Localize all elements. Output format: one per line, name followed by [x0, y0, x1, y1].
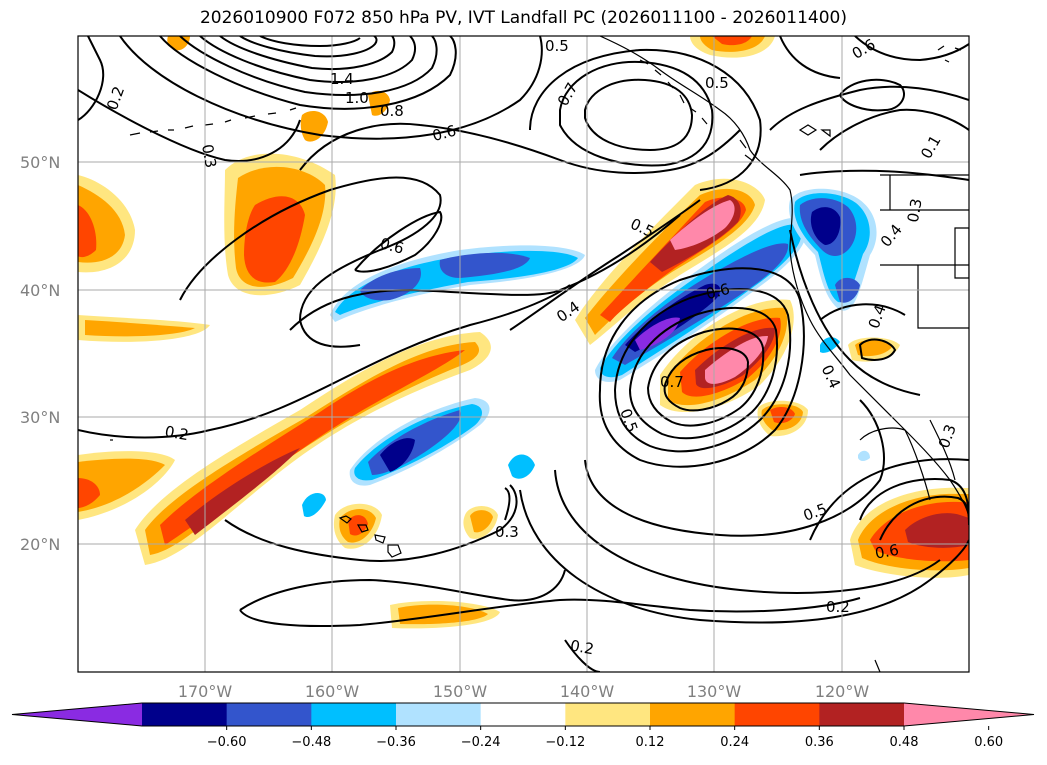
lon-label: 140°W: [560, 682, 615, 701]
colorbar-tick-label: 0.12: [636, 735, 665, 750]
contour-label: 0.3: [495, 523, 519, 541]
colorbar-segment: [142, 703, 228, 726]
colorbar-segment: [311, 703, 397, 726]
colorbar-tick-label: 0.60: [974, 735, 1003, 750]
lon-label: 150°W: [433, 682, 488, 701]
contour-label: 0.5: [545, 37, 569, 55]
colorbar-tick-label: −0.48: [291, 735, 331, 750]
lat-label: 30°N: [20, 408, 60, 427]
lon-label: 130°W: [687, 682, 742, 701]
contour-label: 1.4: [330, 70, 354, 88]
map-title: 2026010900 F072 850 hPa PV, IVT Landfall…: [199, 8, 847, 28]
contour-label: 0.6: [430, 121, 458, 145]
colorbar-tick-label: 0.24: [720, 735, 749, 750]
colorbar-segment: [650, 703, 736, 726]
lon-label: 160°W: [305, 682, 360, 701]
lat-label: 50°N: [20, 153, 60, 172]
colorbar-extend-min: [12, 703, 142, 726]
lat-label: 40°N: [20, 281, 60, 300]
colorbar-segment: [565, 703, 651, 726]
colorbar-tick-label: −0.24: [461, 735, 501, 750]
contour-label: 0.6: [378, 234, 406, 258]
graticule: [78, 36, 969, 672]
contour-label: 0.8: [380, 102, 404, 120]
map-area: [78, 36, 969, 672]
contour-label: 0.3: [198, 143, 220, 170]
pv-contour-layer: [78, 36, 969, 672]
colorbar-outline: [11, 702, 1035, 727]
lon-label: 170°W: [178, 682, 233, 701]
contour-label: 1.0: [345, 89, 369, 107]
lat-label: 20°N: [20, 535, 60, 554]
contour-label: 0.2: [163, 422, 190, 444]
colorbar: −0.60 −0.48 −0.36 −0.24 −0.12 0.12 0.24 0.36 0.4…: [11, 702, 1035, 750]
colorbar-tick-label: −0.36: [376, 735, 416, 750]
latitude-labels: 50°N 40°N 30°N 20°N: [20, 153, 60, 554]
colorbar-segment: [226, 703, 312, 726]
contour-label: 0.6: [874, 541, 901, 563]
contour-label: 0.2: [569, 636, 596, 658]
colorbar-segment: [734, 703, 820, 726]
contour-label: 0.6: [704, 280, 732, 304]
colorbar-segment: [396, 703, 482, 726]
map-border: [77, 35, 970, 673]
coastline-layer: [110, 36, 969, 672]
lon-label: 120°W: [815, 682, 870, 701]
contour-label: 0.2: [826, 598, 850, 616]
colorbar-tick-label: −0.12: [545, 735, 585, 750]
colorbar-tick-label: 0.36: [805, 735, 834, 750]
colorbar-tick-label: −0.60: [207, 735, 247, 750]
contour-label: 0.7: [660, 373, 684, 391]
colorbar-tick-label: 0.48: [890, 735, 919, 750]
colorbar-segment: [480, 703, 566, 726]
contour-label: 0.3: [904, 197, 926, 224]
colorbar-extend-max: [904, 703, 1034, 726]
contour-label: 0.5: [705, 74, 729, 92]
longitude-labels: 170°W 160°W 150°W 140°W 130°W 120°W: [178, 682, 870, 701]
colorbar-segment: [819, 703, 905, 726]
